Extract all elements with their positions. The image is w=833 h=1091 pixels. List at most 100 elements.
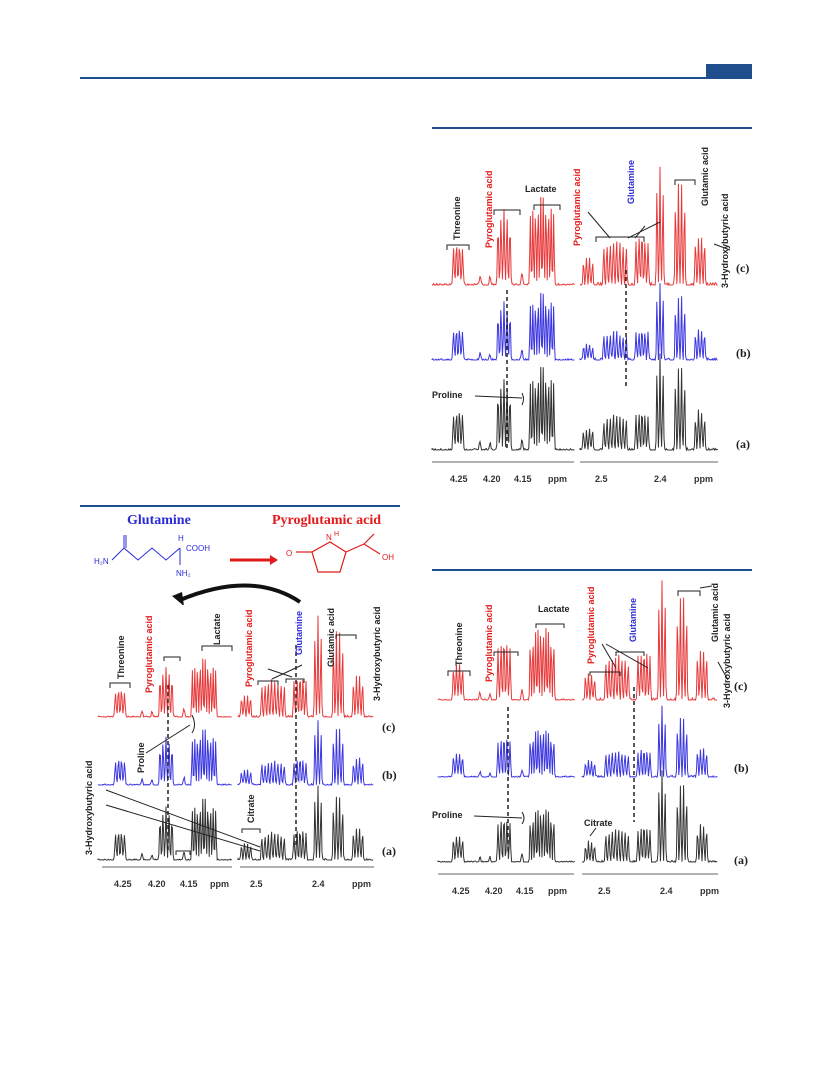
trace-b-left bbox=[97, 729, 232, 786]
trace-b-left bbox=[437, 730, 575, 778]
glutamine-title: Glutamine bbox=[127, 513, 191, 528]
arrow-glutamine bbox=[627, 221, 661, 239]
tick-ppm-left: ppm bbox=[548, 886, 567, 896]
tick-24: 2.4 bbox=[312, 879, 325, 889]
bracket-threonine bbox=[447, 670, 471, 676]
label-pyroglutamic-1: Pyroglutamic acid bbox=[484, 604, 494, 682]
arrow-hydroxy-2 bbox=[105, 804, 261, 852]
bracket-pyroglutamic-2b bbox=[285, 678, 305, 683]
trace-label-a: (a) bbox=[736, 437, 750, 451]
label-hydroxybutyric: 3-Hydroxybutyric acid bbox=[722, 613, 732, 708]
trace-label-a: (a) bbox=[734, 853, 748, 867]
label-lactate: Lactate bbox=[525, 184, 557, 194]
figure-left: Threonine Pyroglutamic acid Lactate Pyro… bbox=[82, 605, 402, 905]
glutamine-chain bbox=[111, 547, 181, 561]
bracket-hydroxy bbox=[175, 850, 191, 855]
pyro-o: O bbox=[286, 549, 292, 558]
tick-25: 2.5 bbox=[598, 886, 611, 896]
tick-415: 4.15 bbox=[516, 886, 534, 896]
tick-25: 2.5 bbox=[250, 879, 263, 889]
trace-label-c: (c) bbox=[734, 679, 747, 693]
bracket-pyroglutamic-1 bbox=[163, 656, 181, 661]
tick-25: 2.5 bbox=[595, 474, 608, 484]
label-citrate: Citrate bbox=[246, 794, 256, 823]
trace-c-right bbox=[237, 615, 374, 719]
trace-c-right bbox=[582, 580, 718, 702]
tick-ppm-right: ppm bbox=[700, 886, 719, 896]
tick-425: 4.25 bbox=[450, 474, 468, 484]
label-threonine: Threonine bbox=[116, 635, 126, 679]
label-citrate: Citrate bbox=[584, 818, 613, 828]
header-rule bbox=[80, 77, 752, 79]
curved-arrowhead bbox=[172, 592, 184, 606]
tick-425: 4.25 bbox=[114, 879, 132, 889]
arrow-hydroxy-1 bbox=[105, 789, 261, 848]
arrow-pyro-2 bbox=[267, 668, 293, 678]
arrow-citrate bbox=[589, 827, 597, 837]
label-glutamine: Glutamine bbox=[294, 611, 304, 655]
trace-a-left bbox=[97, 798, 232, 861]
arrow-hydroxy bbox=[717, 661, 729, 681]
tick-420: 4.20 bbox=[148, 879, 166, 889]
trace-a-left bbox=[437, 809, 576, 863]
label-hydroxy-right: 3-Hydroxybutyric acid bbox=[372, 606, 382, 701]
trace-a-left bbox=[431, 366, 575, 452]
label-pyroglutamic-1: Pyroglutamic acid bbox=[144, 615, 154, 693]
bracket-proline bbox=[191, 714, 195, 734]
pyro-h: H bbox=[334, 531, 339, 538]
label-lactate: Lactate bbox=[212, 613, 222, 645]
pyroglutamic-acid-oh bbox=[363, 543, 381, 555]
bracket-proline bbox=[521, 392, 524, 406]
pyro-oh: OH bbox=[382, 553, 394, 562]
chemical-structures: Glutamine Pyroglutamic acid H₂N H COOH N… bbox=[82, 510, 400, 606]
figure-bottom-right-rule bbox=[432, 569, 752, 571]
structure-diagram: Glutamine Pyroglutamic acid H₂N H COOH N… bbox=[94, 513, 394, 606]
tick-ppm-left: ppm bbox=[210, 879, 229, 889]
figure-top-right-rule bbox=[432, 127, 752, 129]
tick-ppm-left: ppm bbox=[548, 474, 567, 484]
label-lactate: Lactate bbox=[538, 604, 570, 614]
trace-b-right bbox=[579, 282, 718, 362]
arrow-hydroxy bbox=[713, 243, 731, 251]
label-threonine: Threonine bbox=[454, 622, 464, 666]
tick-24: 2.4 bbox=[654, 474, 667, 484]
arrow-pyro-1 bbox=[601, 643, 617, 669]
conversion-arrowhead bbox=[270, 555, 278, 565]
bracket-glutamine bbox=[615, 651, 645, 656]
glutamine-h: H bbox=[178, 534, 184, 543]
label-glutamine: Glutamine bbox=[628, 598, 638, 642]
trace-c-right bbox=[579, 166, 718, 287]
label-pyroglutamic-2: Pyroglutamic acid bbox=[244, 609, 254, 687]
bracket-pyroglutamic-2 bbox=[595, 236, 645, 242]
bracket-glutamic bbox=[674, 179, 696, 185]
trace-label-b: (b) bbox=[734, 761, 749, 775]
tick-425: 4.25 bbox=[452, 886, 470, 896]
trace-c-left bbox=[437, 628, 575, 702]
trace-a-right bbox=[237, 785, 374, 861]
trace-label-b: (b) bbox=[382, 768, 397, 782]
bracket-pyroglutamic-2 bbox=[589, 671, 621, 676]
tick-ppm-right: ppm bbox=[694, 474, 713, 484]
trace-label-c: (c) bbox=[736, 261, 749, 275]
nmr-spectra-bottom-right: Threonine Pyroglutamic acid Lactate Pyro… bbox=[432, 580, 749, 896]
label-pyroglutamic-2: Pyroglutamic acid bbox=[586, 586, 596, 664]
bracket-glutamic bbox=[335, 634, 357, 639]
nmr-spectra-left: Threonine Pyroglutamic acid Lactate Pyro… bbox=[84, 606, 397, 889]
label-pyroglutamic-1: Pyroglutamic acid bbox=[484, 170, 494, 248]
trace-b-left bbox=[431, 292, 575, 362]
label-glutamic: Glutamic acid bbox=[710, 583, 720, 642]
label-pyroglutamic-2: Pyroglutamic acid bbox=[572, 168, 582, 246]
label-proline: Proline bbox=[432, 810, 463, 820]
trace-c-left bbox=[432, 196, 575, 286]
figure-left-rule bbox=[80, 505, 400, 507]
trace-label-a: (a) bbox=[382, 844, 396, 858]
arrow-pyro-2 bbox=[605, 643, 649, 669]
label-proline: Proline bbox=[136, 742, 146, 773]
trace-label-b: (b) bbox=[736, 346, 751, 360]
tick-420: 4.20 bbox=[485, 886, 503, 896]
tick-415: 4.15 bbox=[180, 879, 198, 889]
arrow-pyro-1 bbox=[587, 211, 611, 239]
label-hydroxy-left: 3-Hydroxybutyric acid bbox=[84, 760, 94, 855]
header-badge bbox=[706, 64, 752, 77]
trace-b-right bbox=[237, 720, 374, 787]
